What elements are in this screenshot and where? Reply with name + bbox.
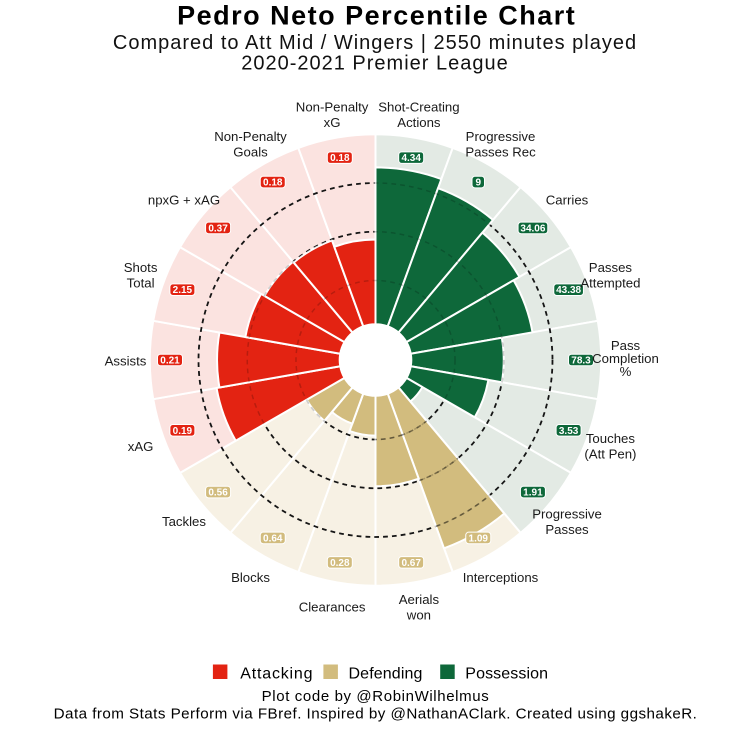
svg-text:0.67: 0.67: [401, 558, 421, 569]
svg-text:Plot code by @RobinWilhelmus: Plot code by @RobinWilhelmus: [262, 688, 490, 705]
svg-text:won: won: [406, 607, 431, 622]
svg-text:0.37: 0.37: [208, 223, 228, 234]
svg-text:Actions: Actions: [397, 115, 441, 130]
svg-text:Passes Rec: Passes Rec: [465, 145, 536, 160]
svg-text:Shots: Shots: [124, 260, 158, 275]
svg-text:Tackles: Tackles: [162, 514, 206, 529]
svg-text:Carries: Carries: [546, 193, 589, 208]
svg-text:2.15: 2.15: [173, 285, 193, 296]
svg-text:Assists: Assists: [105, 353, 147, 368]
svg-text:Attacking: Attacking: [240, 666, 313, 683]
svg-text:Blocks: Blocks: [231, 570, 270, 585]
svg-text:xAG: xAG: [128, 439, 154, 454]
svg-text:Interceptions: Interceptions: [463, 570, 539, 585]
svg-text:34.06: 34.06: [520, 223, 545, 234]
svg-text:Progressive: Progressive: [532, 506, 602, 521]
svg-text:0.56: 0.56: [208, 488, 228, 499]
svg-text:Pass: Pass: [611, 338, 641, 353]
svg-text:0.18: 0.18: [263, 178, 283, 189]
svg-text:Non-Penalty: Non-Penalty: [214, 129, 287, 144]
svg-text:Passes: Passes: [589, 260, 633, 275]
svg-text:9: 9: [475, 178, 481, 189]
svg-text:Defending: Defending: [349, 666, 423, 683]
svg-text:4.34: 4.34: [401, 153, 421, 164]
svg-text:3.53: 3.53: [559, 426, 579, 437]
svg-text:1.91: 1.91: [523, 488, 543, 499]
svg-text:78.3: 78.3: [571, 356, 591, 367]
svg-text:Compared to Att Mid / Wingers: Compared to Att Mid / Wingers | 2550 min…: [113, 32, 637, 54]
svg-text:Attempted: Attempted: [580, 276, 640, 291]
svg-text:(Att Pen): (Att Pen): [584, 447, 636, 462]
svg-text:0.18: 0.18: [330, 153, 350, 164]
svg-text:43.38: 43.38: [556, 285, 581, 296]
svg-text:0.28: 0.28: [330, 558, 350, 569]
svg-text:npxG + xAG: npxG + xAG: [148, 193, 220, 208]
svg-text:Progressive: Progressive: [466, 129, 536, 144]
svg-text:Goals: Goals: [233, 145, 268, 160]
svg-text:Non-Penalty: Non-Penalty: [296, 99, 369, 114]
svg-text:Passes: Passes: [545, 522, 589, 537]
svg-text:1.09: 1.09: [469, 533, 489, 544]
svg-text:2020-2021 Premier League: 2020-2021 Premier League: [241, 53, 509, 75]
svg-text:Pedro Neto Percentile Chart: Pedro Neto Percentile Chart: [177, 1, 576, 31]
svg-text:0.64: 0.64: [263, 533, 283, 544]
svg-text:0.21: 0.21: [160, 356, 180, 367]
svg-text:Touches: Touches: [586, 431, 636, 446]
svg-text:Aerials: Aerials: [399, 592, 440, 607]
svg-text:%: %: [620, 364, 632, 379]
svg-text:Clearances: Clearances: [299, 600, 366, 615]
svg-text:0.19: 0.19: [173, 426, 193, 437]
svg-text:Shot-Creating: Shot-Creating: [378, 99, 459, 114]
svg-text:xG: xG: [324, 115, 341, 130]
svg-text:Possession: Possession: [465, 666, 548, 683]
svg-text:Data from Stats Perform via FB: Data from Stats Perform via FBref. Inspi…: [54, 706, 698, 723]
svg-text:Completion: Completion: [592, 351, 659, 366]
svg-text:Total: Total: [127, 276, 155, 291]
